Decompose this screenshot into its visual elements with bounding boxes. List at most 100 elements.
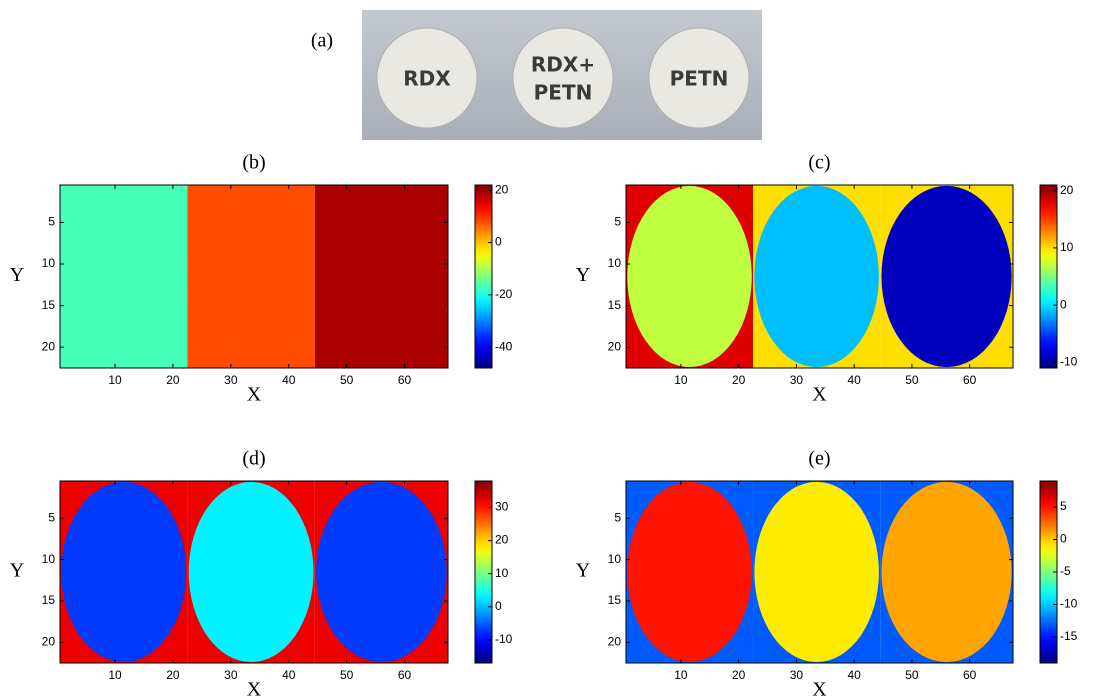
colorbar-tick-label: 5 <box>1060 499 1067 513</box>
colorbar-tick-label: -40 <box>495 339 513 353</box>
y-tick-label: 20 <box>42 339 56 353</box>
y-tick-label: 5 <box>48 215 55 229</box>
pellet <box>512 27 614 129</box>
heatmap <box>60 481 448 663</box>
colorbar-tick-label: 20 <box>495 182 509 196</box>
heatmap-panel: 10 20 30 40 50 60 5 10 15 20 (d) X Y 30 20 10 0 -10 <box>10 448 513 696</box>
x-tick-label: 60 <box>398 668 412 682</box>
pellet-label: RDX <box>403 67 451 91</box>
heatmap-cell <box>188 481 314 663</box>
colorbar-tick-label: 20 <box>495 533 509 547</box>
heatmap-cell <box>627 481 752 663</box>
heatmap-cell <box>316 185 447 368</box>
axes-frame <box>625 184 1014 369</box>
x-tick-label: 30 <box>790 668 804 682</box>
panel-title: (d) <box>242 448 265 470</box>
x-tick-label: 10 <box>108 373 122 387</box>
colorbar-tick-label: -20 <box>495 287 513 301</box>
x-axis-label: X <box>247 679 262 696</box>
heatmap <box>626 185 1013 368</box>
heatmap-panel: 10 20 30 40 50 60 5 10 15 20 (b) X Y 20 0 -20 -40 <box>10 152 513 406</box>
x-tick-label: 20 <box>732 668 746 682</box>
colorbar-tick-label: 10 <box>495 566 509 580</box>
pellet-label: RDX+ <box>531 53 595 77</box>
y-tick-label: 5 <box>614 510 621 524</box>
colorbar-tick-label: -10 <box>1060 354 1078 368</box>
panel-title: (c) <box>808 152 830 174</box>
x-axis-label: X <box>812 384 827 406</box>
y-axis-label: Y <box>576 264 590 286</box>
heatmap-cell <box>61 481 187 663</box>
y-tick-label: 15 <box>608 593 622 607</box>
y-tick-label: 15 <box>42 298 56 312</box>
heatmap-panel: 10 20 30 40 50 60 5 10 15 20 (c) X Y 20 10 0 -10 <box>576 152 1078 406</box>
y-tick-label: 15 <box>608 298 622 312</box>
heatmap-cell <box>627 185 752 368</box>
y-tick-label: 15 <box>42 593 56 607</box>
y-tick-label: 20 <box>42 634 56 648</box>
pellet-label: PETN <box>534 81 593 105</box>
y-tick-label: 10 <box>42 256 56 270</box>
colorbar-tick-label: -10 <box>1060 597 1078 611</box>
heatmap-cell <box>754 185 879 368</box>
panel-title: (e) <box>808 448 830 470</box>
colorbar-tick-label: -10 <box>495 632 513 646</box>
heatmap-cell <box>316 481 447 663</box>
x-tick-label: 10 <box>674 373 688 387</box>
x-tick-label: 20 <box>732 373 746 387</box>
x-tick-label: 40 <box>282 668 296 682</box>
y-axis-label: Y <box>576 560 590 582</box>
x-tick-label: 60 <box>963 373 977 387</box>
axes-frame <box>625 480 1014 664</box>
x-tick-label: 20 <box>166 668 180 682</box>
x-tick-label: 20 <box>166 373 180 387</box>
colorbar <box>474 184 493 369</box>
x-tick-label: 50 <box>340 373 354 387</box>
axes-frame <box>59 184 449 369</box>
y-tick-label: 5 <box>48 510 55 524</box>
colorbar <box>1039 184 1058 369</box>
y-tick-label: 10 <box>608 552 622 566</box>
y-tick-label: 20 <box>608 634 622 648</box>
heatmap <box>626 481 1013 663</box>
x-tick-label: 50 <box>905 668 919 682</box>
colorbar-tick-label: -5 <box>1060 564 1071 578</box>
colorbar-tick-label: 10 <box>1060 240 1074 254</box>
x-axis-label: X <box>812 679 827 696</box>
x-tick-label: 40 <box>282 373 296 387</box>
colorbar-tick-label: 20 <box>1060 183 1074 197</box>
y-tick-label: 20 <box>608 339 622 353</box>
colorbar <box>474 480 493 664</box>
panel-title: (b) <box>242 152 265 174</box>
x-tick-label: 30 <box>224 668 238 682</box>
heatmap-cell <box>881 185 1012 368</box>
y-axis-label: Y <box>10 560 24 582</box>
x-tick-label: 60 <box>963 668 977 682</box>
x-tick-label: 30 <box>790 373 804 387</box>
x-axis-label: X <box>247 384 262 406</box>
colorbar-tick-label: 0 <box>495 235 502 249</box>
panel-label: (a) <box>311 30 333 52</box>
y-tick-label: 10 <box>42 552 56 566</box>
x-tick-label: 10 <box>674 668 688 682</box>
x-tick-label: 40 <box>847 373 861 387</box>
colorbar-tick-label: -15 <box>1060 629 1078 643</box>
heatmap-cell <box>754 481 879 663</box>
y-axis-label: Y <box>10 264 24 286</box>
colorbar-tick-label: 0 <box>1060 297 1067 311</box>
pellet <box>376 27 478 129</box>
photo-panel: (a) RDX RDX+ PETN PETN <box>311 10 762 140</box>
pellet <box>648 27 750 129</box>
y-tick-label: 10 <box>608 256 622 270</box>
y-tick-label: 5 <box>614 215 621 229</box>
x-tick-label: 50 <box>340 668 354 682</box>
x-tick-label: 40 <box>847 668 861 682</box>
heatmap <box>60 185 448 368</box>
colorbar-tick-label: 0 <box>1060 532 1067 546</box>
colorbar-tick-label: 30 <box>495 500 509 514</box>
axes-frame <box>59 480 449 664</box>
x-tick-label: 30 <box>224 373 238 387</box>
colorbar-tick-label: 0 <box>495 599 502 613</box>
